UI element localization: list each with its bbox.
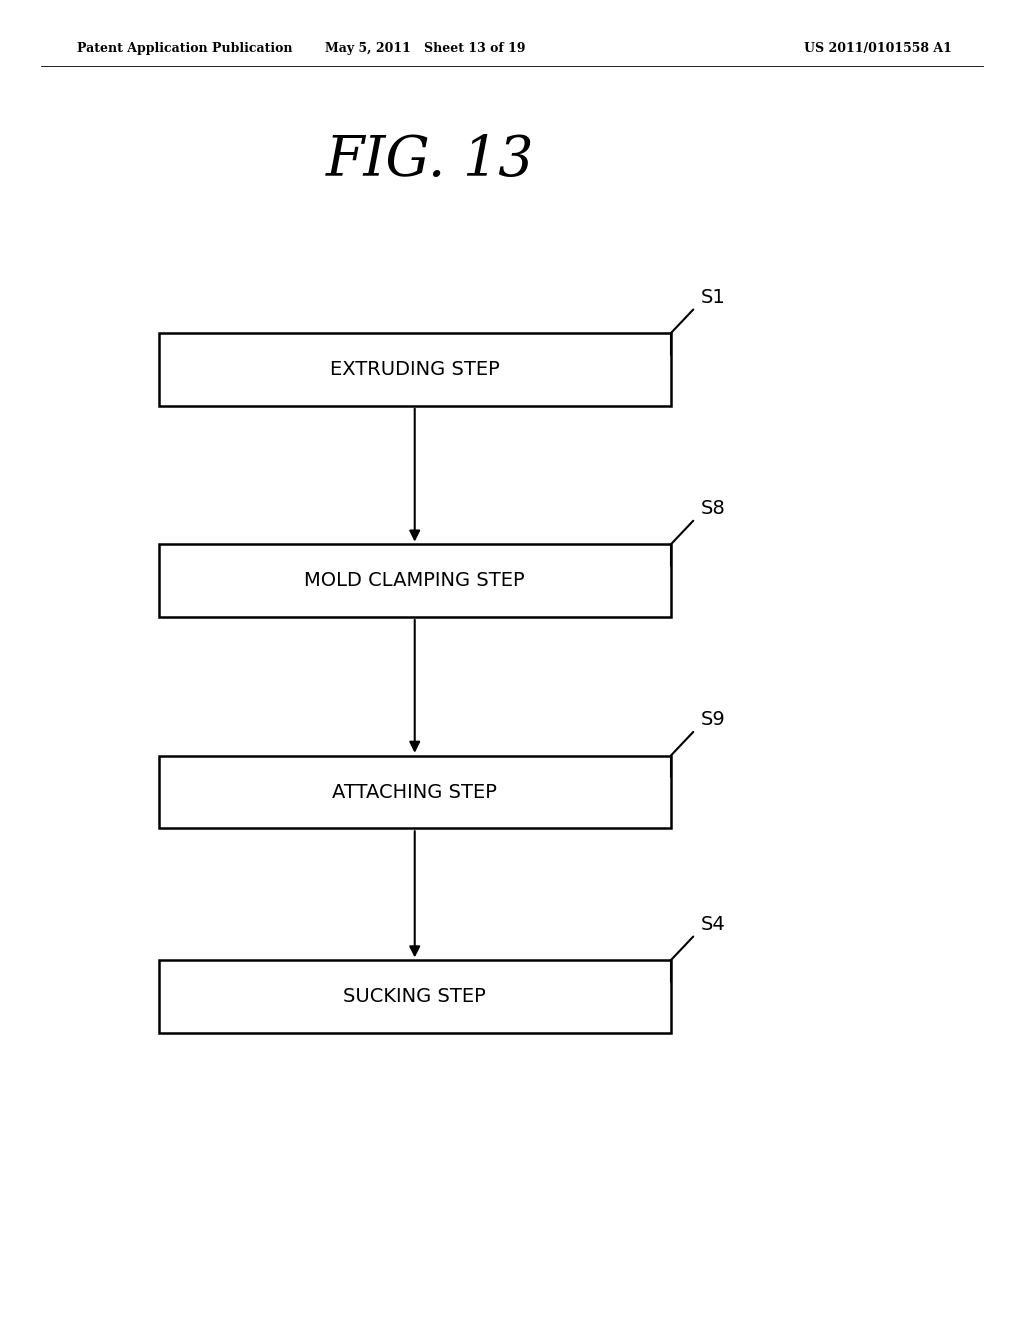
Text: FIG. 13: FIG. 13 [326, 133, 535, 189]
Text: Patent Application Publication: Patent Application Publication [77, 42, 292, 55]
Bar [159, 961, 671, 1032]
Text: SUCKING STEP: SUCKING STEP [343, 987, 486, 1006]
Text: MOLD CLAMPING STEP: MOLD CLAMPING STEP [304, 572, 525, 590]
Bar [159, 755, 671, 829]
Text: May 5, 2011   Sheet 13 of 19: May 5, 2011 Sheet 13 of 19 [325, 42, 525, 55]
Text: S1: S1 [700, 288, 725, 308]
Bar [159, 544, 671, 616]
Text: S9: S9 [700, 710, 725, 729]
Text: ATTACHING STEP: ATTACHING STEP [332, 783, 498, 801]
Text: EXTRUDING STEP: EXTRUDING STEP [330, 360, 500, 379]
Text: S8: S8 [700, 499, 725, 517]
Text: S4: S4 [700, 915, 725, 935]
Text: US 2011/0101558 A1: US 2011/0101558 A1 [805, 42, 952, 55]
Bar [159, 333, 671, 407]
